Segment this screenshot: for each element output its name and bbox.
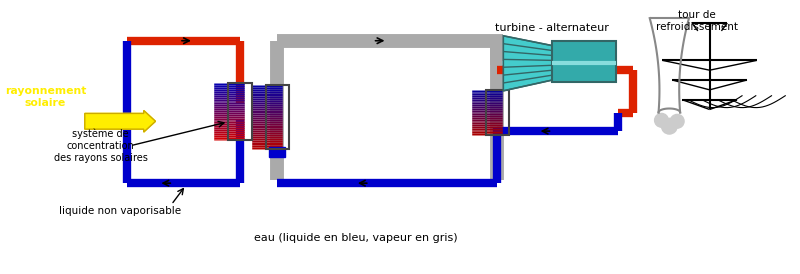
Polygon shape [270,147,286,157]
Text: système de
concentration
des rayons solaires: système de concentration des rayons sola… [54,128,147,164]
Text: eau (liquide en bleu, vapeur en gris): eau (liquide en bleu, vapeur en gris) [254,233,458,243]
Bar [266,85,289,149]
Text: rayonnement
solaire: rayonnement solaire [5,85,86,108]
Polygon shape [503,36,553,91]
Text: tour de
refroidissement: tour de refroidissement [656,10,738,32]
Circle shape [670,115,684,128]
Circle shape [662,118,677,134]
Bar [228,84,252,141]
Bar [486,90,509,135]
Circle shape [654,113,668,127]
Text: turbine - alternateur: turbine - alternateur [495,23,610,33]
Bar [553,41,616,82]
FancyArrow shape [85,110,155,132]
Text: liquide non vaporisable: liquide non vaporisable [59,206,182,216]
